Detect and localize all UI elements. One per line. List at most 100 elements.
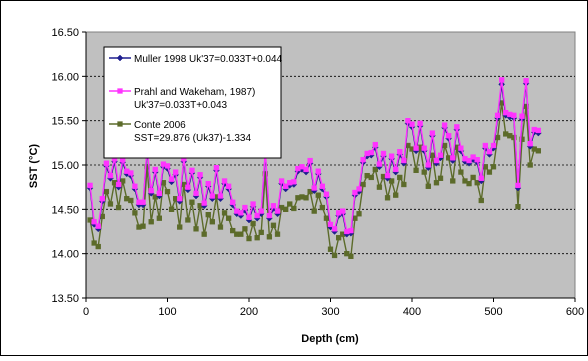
data-point: [156, 215, 162, 221]
data-point: [185, 217, 191, 223]
data-point: [360, 157, 366, 163]
x-tick-label: 500: [484, 306, 502, 318]
legend-item-conte-2006: Conte 2006 SST=29.876 (Uk37)-1.334: [109, 120, 251, 144]
x-tick-label: 600: [566, 306, 584, 318]
data-point: [372, 141, 378, 148]
data-point: [254, 235, 260, 241]
data-point: [262, 171, 268, 177]
data-point: [474, 157, 480, 163]
data-point: [315, 168, 321, 174]
data-point: [209, 193, 215, 199]
data-point: [140, 199, 146, 205]
data-point: [303, 195, 309, 201]
data-point: [425, 162, 431, 168]
data-point: [315, 192, 321, 198]
data-point: [164, 188, 171, 195]
data-point: [393, 192, 399, 198]
data-point: [458, 145, 464, 151]
data-point: [201, 231, 207, 237]
data-point: [217, 224, 224, 230]
legend-label: Uk'37=0.033T+0.043: [134, 100, 228, 111]
data-point: [209, 219, 215, 225]
data-point: [344, 251, 350, 257]
data-point: [278, 178, 285, 184]
data-point: [527, 141, 533, 147]
data-point: [446, 133, 452, 139]
legend-label: SST=29.876 (Uk37)-1.334: [134, 133, 251, 144]
data-point: [340, 208, 346, 214]
data-point: [499, 77, 505, 83]
data-point: [482, 142, 489, 149]
data-point: [238, 231, 244, 237]
x-tick-label: 100: [158, 306, 176, 318]
data-point: [323, 215, 330, 221]
data-point: [417, 120, 423, 126]
data-point: [327, 221, 334, 228]
data-point: [535, 127, 541, 134]
y-tick-label: 14.00: [51, 249, 79, 261]
data-point: [156, 190, 162, 197]
data-point: [287, 201, 293, 207]
data-point: [148, 219, 154, 225]
legend: Muller 1998 Uk'37=0.033T+0.044 Prahl and …: [103, 46, 283, 159]
data-point: [348, 227, 354, 234]
data-point: [437, 175, 444, 181]
x-axis-label: Depth (cm): [301, 333, 359, 345]
series-layer: [86, 77, 542, 259]
data-point: [494, 134, 501, 141]
data-point: [274, 231, 281, 237]
data-point: [368, 174, 374, 181]
data-point: [205, 212, 211, 218]
data-point: [266, 212, 273, 219]
data-point: [474, 180, 480, 186]
data-point: [380, 150, 387, 157]
data-point: [515, 182, 521, 189]
data-point: [148, 188, 154, 194]
data-point: [242, 204, 248, 211]
y-tick-label: 16.00: [51, 71, 79, 83]
data-point: [291, 179, 297, 185]
data-point: [466, 157, 472, 164]
data-point: [250, 220, 256, 227]
data-point: [258, 229, 264, 236]
data-point: [213, 165, 220, 171]
data-point: [523, 78, 529, 84]
data-point: [331, 252, 338, 259]
data-point: [311, 208, 317, 214]
data-point: [372, 166, 378, 173]
data-point: [429, 130, 436, 136]
data-point: [462, 178, 468, 184]
legend-item-muller-1998: Muller 1998 Uk'37=0.033T+0.044: [109, 54, 283, 65]
data-point: [441, 122, 448, 128]
data-point: [270, 203, 277, 209]
data-point: [303, 166, 309, 173]
data-point: [132, 183, 138, 189]
data-point: [319, 204, 326, 211]
data-point: [486, 149, 493, 155]
data-point: [193, 226, 199, 232]
data-point: [376, 184, 383, 190]
legend-swatch-marker: [117, 88, 123, 94]
data-point: [246, 235, 252, 242]
data-point: [450, 178, 456, 184]
data-point: [413, 145, 419, 151]
data-point: [177, 196, 183, 202]
data-point: [242, 226, 248, 232]
data-point: [140, 223, 146, 229]
data-point: [189, 199, 195, 205]
data-point: [425, 183, 431, 189]
data-point: [266, 234, 273, 240]
data-point: [132, 210, 138, 216]
data-point: [368, 149, 374, 156]
data-point: [405, 118, 411, 124]
data-point: [107, 201, 114, 207]
data-point: [311, 185, 317, 191]
data-point: [168, 206, 175, 212]
axes: 13.50 14.00 14.50 15.00 15.50 16.00 16.50 0 100 2…: [51, 27, 584, 318]
data-point: [91, 219, 97, 225]
data-point: [376, 161, 383, 167]
data-point: [225, 215, 232, 221]
data-point: [291, 205, 297, 212]
data-point: [348, 253, 354, 259]
